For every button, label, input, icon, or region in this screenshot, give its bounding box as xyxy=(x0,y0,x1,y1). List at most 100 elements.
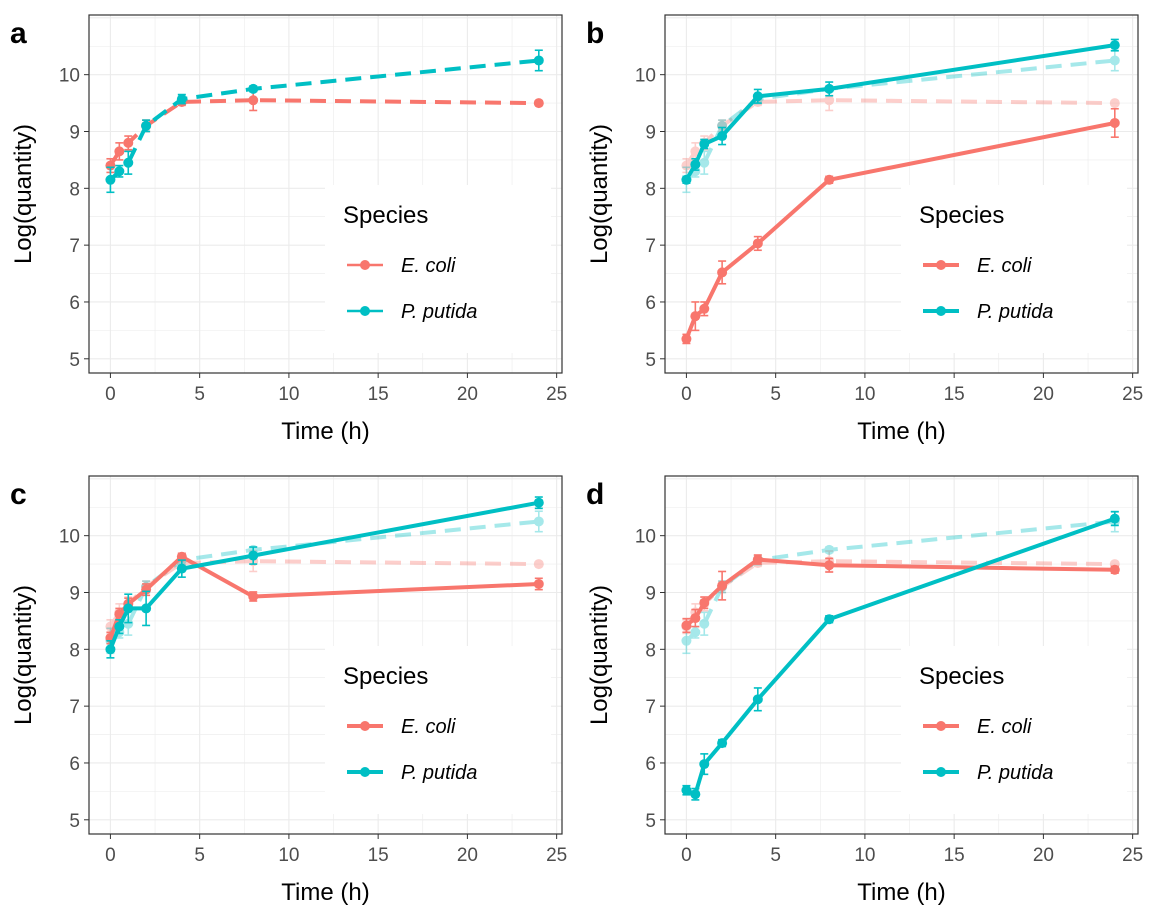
data-point xyxy=(752,91,763,102)
y-axis-title: Log(quantity) xyxy=(586,124,613,264)
series-e-coli xyxy=(105,551,544,645)
panel-a: 0 5 10 15 20 25 5 6 7 8 9 10 Time (h) Log(quantity) a S… xyxy=(10,14,567,445)
data-point xyxy=(1109,117,1120,128)
legend-key-point xyxy=(936,721,946,731)
legend-title: Species xyxy=(919,202,1004,229)
data-point xyxy=(690,613,701,624)
y-tick-label: 10 xyxy=(635,527,656,548)
x-tick-label: 25 xyxy=(546,845,567,866)
data-point xyxy=(690,789,701,800)
panel-border xyxy=(664,475,1139,835)
data-point xyxy=(123,157,134,168)
data-point xyxy=(176,94,187,105)
data-point xyxy=(717,131,728,142)
data-point xyxy=(533,516,544,527)
series-p-putida-reference xyxy=(681,49,1120,194)
data-point xyxy=(114,166,125,177)
x-tick-label: 15 xyxy=(944,384,965,405)
data-point xyxy=(699,597,710,608)
y-tick-label: 8 xyxy=(645,640,656,661)
series-line xyxy=(684,98,1115,167)
data-point xyxy=(1109,513,1120,524)
data-point xyxy=(699,138,710,149)
data-point xyxy=(141,120,152,131)
x-tick-label: 15 xyxy=(944,845,965,866)
data-point xyxy=(533,55,544,66)
legend-item: E. coli xyxy=(923,716,1032,738)
y-axis-title: Log(quantity) xyxy=(586,585,613,725)
data-point xyxy=(533,497,544,508)
y-tick-label: 6 xyxy=(69,293,80,314)
x-tick-label: 20 xyxy=(457,384,478,405)
y-tick-label: 9 xyxy=(645,122,656,143)
data-point xyxy=(699,618,710,629)
legend-label: P. putida xyxy=(977,762,1053,784)
data-point xyxy=(114,621,125,632)
data-point xyxy=(114,146,125,157)
data-point xyxy=(681,785,692,796)
x-axis-title: Time (h) xyxy=(857,879,945,906)
x-tick-label: 0 xyxy=(105,845,116,866)
panel-letter: b xyxy=(586,17,604,50)
data-point xyxy=(533,559,544,570)
data-point xyxy=(681,333,692,344)
x-tick-label: 10 xyxy=(278,384,299,405)
data-point xyxy=(717,580,728,591)
data-point xyxy=(824,544,835,555)
legend-key-point xyxy=(360,767,370,777)
series-p-putida xyxy=(105,496,544,659)
legend-label: E. coli xyxy=(401,716,456,738)
series-line xyxy=(109,58,539,182)
x-tick-label: 20 xyxy=(1033,384,1054,405)
legend: Species E. coli P. putida xyxy=(901,185,1127,353)
data-point xyxy=(105,174,116,185)
series-line xyxy=(108,500,540,651)
data-point xyxy=(533,578,544,589)
y-tick-label: 5 xyxy=(645,811,656,832)
x-tick-label: 5 xyxy=(770,384,781,405)
y-tick-label: 7 xyxy=(645,236,656,257)
legend-label: E. coli xyxy=(977,716,1032,738)
y-tick-label: 10 xyxy=(59,66,80,87)
x-tick-label: 0 xyxy=(681,384,692,405)
data-point xyxy=(699,303,710,314)
data-point xyxy=(248,550,259,561)
y-tick-label: 6 xyxy=(645,754,656,775)
x-tick-label: 15 xyxy=(368,384,389,405)
data-point xyxy=(176,563,187,574)
data-point xyxy=(248,591,259,602)
legend-item: P. putida xyxy=(347,762,477,784)
legend-title: Species xyxy=(343,663,428,690)
x-tick-label: 20 xyxy=(457,845,478,866)
legend-label: E. coli xyxy=(401,255,456,277)
legend: Species E. coli P. putida xyxy=(325,185,551,353)
data-point xyxy=(690,627,701,638)
series-e-coli xyxy=(681,554,1120,634)
data-point xyxy=(752,238,763,249)
legend-label: P. putida xyxy=(401,762,477,784)
data-point xyxy=(681,160,692,171)
y-tick-label: 5 xyxy=(69,350,80,371)
data-point xyxy=(824,174,835,185)
y-tick-label: 5 xyxy=(645,350,656,371)
y-tick-label: 8 xyxy=(645,179,656,200)
y-axis-title: Log(quantity) xyxy=(10,585,37,725)
series-line xyxy=(108,98,539,167)
y-tick-label: 6 xyxy=(69,754,80,775)
data-point xyxy=(1109,40,1120,51)
panel-c: 0 5 10 15 20 25 5 6 7 8 9 10 Time (h) Log(quantity) c S… xyxy=(10,475,567,906)
data-point xyxy=(176,551,187,562)
panel-border xyxy=(664,14,1139,374)
y-tick-label: 9 xyxy=(69,122,80,143)
y-tick-label: 10 xyxy=(59,527,80,548)
data-point xyxy=(824,614,835,625)
legend-item: E. coli xyxy=(923,255,1032,277)
data-point xyxy=(699,759,710,770)
data-point xyxy=(681,620,692,631)
data-point xyxy=(717,738,728,749)
data-point xyxy=(141,603,152,614)
data-point xyxy=(123,618,134,629)
legend-key-point xyxy=(936,767,946,777)
data-point xyxy=(690,311,701,322)
